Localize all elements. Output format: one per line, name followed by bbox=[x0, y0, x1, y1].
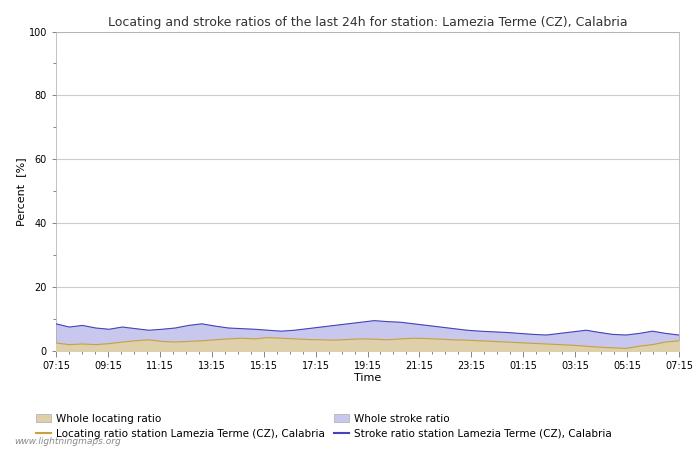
Title: Locating and stroke ratios of the last 24h for station: Lamezia Terme (CZ), Cala: Locating and stroke ratios of the last 2… bbox=[108, 16, 627, 29]
Legend: Whole locating ratio, Locating ratio station Lamezia Terme (CZ), Calabria, Whole: Whole locating ratio, Locating ratio sta… bbox=[36, 414, 612, 439]
X-axis label: Time: Time bbox=[354, 373, 381, 383]
Y-axis label: Percent  [%]: Percent [%] bbox=[16, 157, 26, 225]
Text: www.lightningmaps.org: www.lightningmaps.org bbox=[14, 436, 120, 446]
